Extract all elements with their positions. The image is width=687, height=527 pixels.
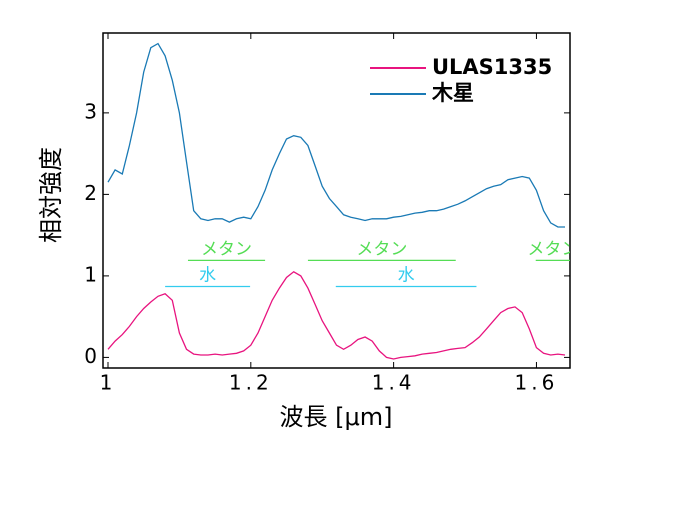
x-tick-label: 1.2 (229, 371, 273, 395)
legend-label: ULAS1335 (432, 55, 552, 79)
annotation-label: メタン (356, 239, 407, 259)
annotation-label: メタン (201, 239, 252, 259)
y-axis-label: 相対強度 (37, 147, 65, 243)
legend-label: 木星 (431, 81, 474, 105)
y-tick-label: 0 (84, 344, 97, 368)
x-tick-label: 1 (100, 371, 117, 395)
series-line (107, 42, 565, 228)
y-tick-label: 1 (84, 262, 97, 286)
annotation-label: 水 (199, 265, 216, 285)
y-tick-label: 3 (84, 99, 97, 123)
annotation-label: メタン (527, 239, 578, 259)
y-tick-label: 2 (84, 181, 97, 205)
x-tick-label: 1.6 (515, 371, 559, 395)
series-line (107, 271, 566, 360)
annotation-label: 水 (398, 265, 415, 285)
plot-frame (102, 32, 571, 369)
x-tick-label: 1.4 (372, 371, 416, 395)
x-axis-label: 波長 [μm] (279, 403, 392, 431)
